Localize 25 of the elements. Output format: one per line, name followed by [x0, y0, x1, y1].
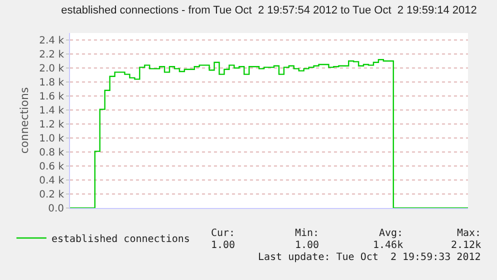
y-tick-label: 1.4 k: [39, 106, 64, 116]
y-tick-label: 0.0: [48, 204, 64, 214]
y-tick-label: 0.4 k: [39, 176, 64, 186]
text: 1.46k: [373, 240, 404, 251]
y-tick-label: 0.6 k: [39, 162, 64, 172]
text: 2.12k: [451, 240, 482, 251]
text: Last update: Tue Oct 2 19:59:33 2012: [258, 252, 481, 263]
chart-title: established connections - from Tue Oct 2 19:57:54 2012 to Tue Oct 2 19:59:14 2012: [61, 4, 477, 17]
text: Max:: [457, 228, 482, 239]
text: 1.00: [211, 240, 236, 251]
y-axis-title: connections: [18, 87, 31, 154]
y-tick-label: 2.2 k: [39, 50, 64, 60]
y-tick-label: 1.8 k: [39, 78, 64, 88]
text: Avg:: [379, 228, 404, 239]
text: 1.00: [295, 240, 320, 251]
y-tick-label: 0.2 k: [39, 190, 64, 200]
y-tick-label: 1.2 k: [39, 120, 64, 130]
legend-label: established connections: [51, 234, 190, 245]
y-tick-label: 1.6 k: [39, 92, 64, 102]
y-tick-label: 0.8 k: [39, 148, 64, 158]
y-tick-label: 1.0 k: [39, 134, 64, 144]
text: Cur:: [211, 228, 236, 239]
y-tick-label: 2.0 k: [39, 64, 64, 74]
y-tick-label: 2.4 k: [39, 36, 64, 46]
text: Min:: [295, 228, 320, 239]
